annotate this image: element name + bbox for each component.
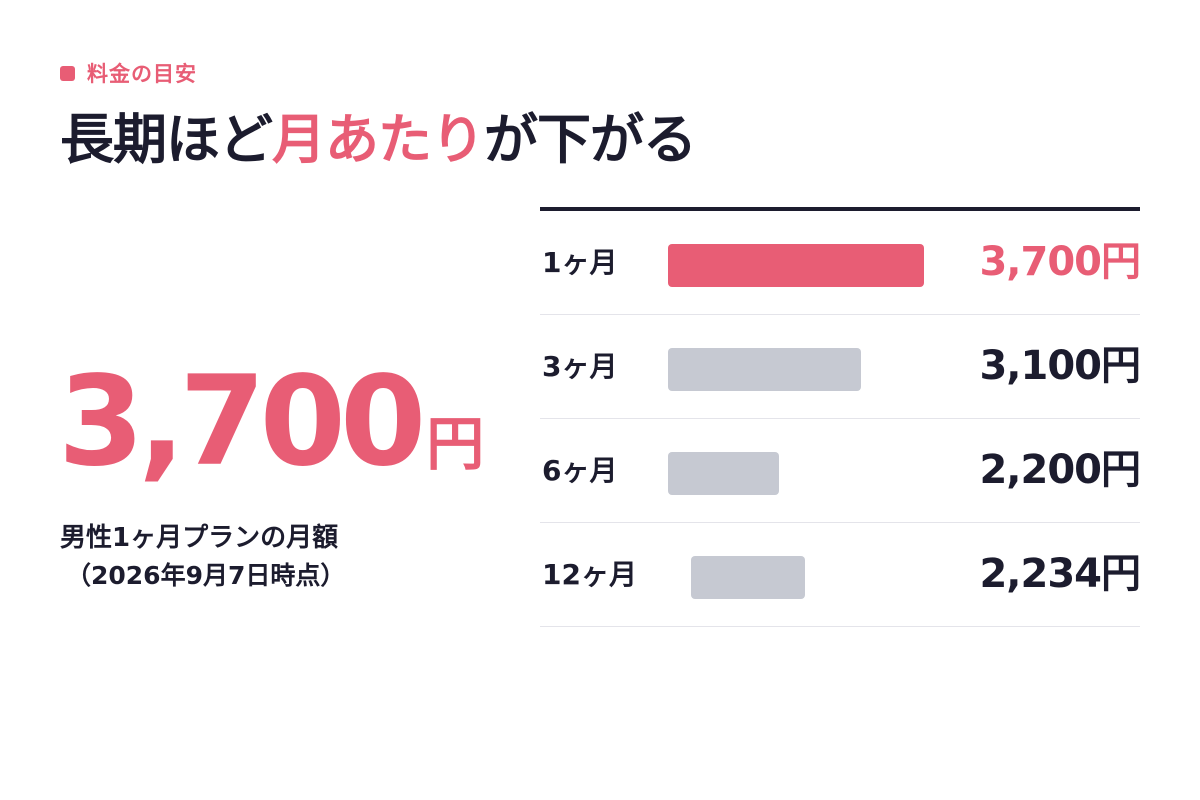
section-eyebrow: 料金の目安 (60, 58, 197, 88)
page-title: 長期ほど月あたりが下がる (60, 108, 697, 173)
chart-row: 3ヶ月 3,100円 (540, 315, 1141, 419)
chart-value-label: 3,100円 (979, 343, 1141, 389)
hero-caption-line1: 男性1ヶ月プランの月額 (60, 523, 339, 553)
chart-value-label: 3,700円 (979, 239, 1141, 285)
title-after: が下がる (484, 108, 697, 171)
chart-bar (668, 452, 779, 495)
eyebrow-label: 料金の目安 (87, 62, 197, 86)
chart-category-label: 3ヶ月 (542, 350, 618, 383)
chart-row: 1ヶ月 3,700円 (540, 211, 1141, 315)
chart-bar (668, 348, 861, 391)
hero-price: 3,700 円 (58, 360, 484, 484)
hero-caption-line2: （2026年9月7日時点） (66, 560, 346, 590)
title-accent: 月あたり (272, 108, 485, 171)
title-before: 長期ほど (60, 108, 273, 171)
hero-price-unit: 円 (426, 410, 485, 478)
eyebrow-square-icon (60, 65, 75, 81)
chart-value-label: 2,200円 (979, 447, 1141, 493)
chart-bar (668, 244, 924, 287)
chart-value-label: 2,234円 (979, 551, 1141, 597)
chart-category-label: 12ヶ月 (542, 558, 637, 591)
hero-caption: 男性1ヶ月プランの月額 （2026年9月7日時点） (60, 520, 345, 594)
chart-category-label: 6ヶ月 (542, 454, 618, 487)
price-comparison-chart: 1ヶ月 3,700円 3ヶ月 3,100円 6ヶ月 2,200円 12ヶ月 2,234円 (540, 207, 1141, 627)
hero-price-value: 3,700 (58, 350, 426, 494)
chart-row: 6ヶ月 2,200円 (540, 419, 1141, 523)
chart-bar (691, 556, 805, 599)
chart-category-label: 1ヶ月 (542, 246, 618, 279)
chart-row: 12ヶ月 2,234円 (540, 523, 1141, 627)
